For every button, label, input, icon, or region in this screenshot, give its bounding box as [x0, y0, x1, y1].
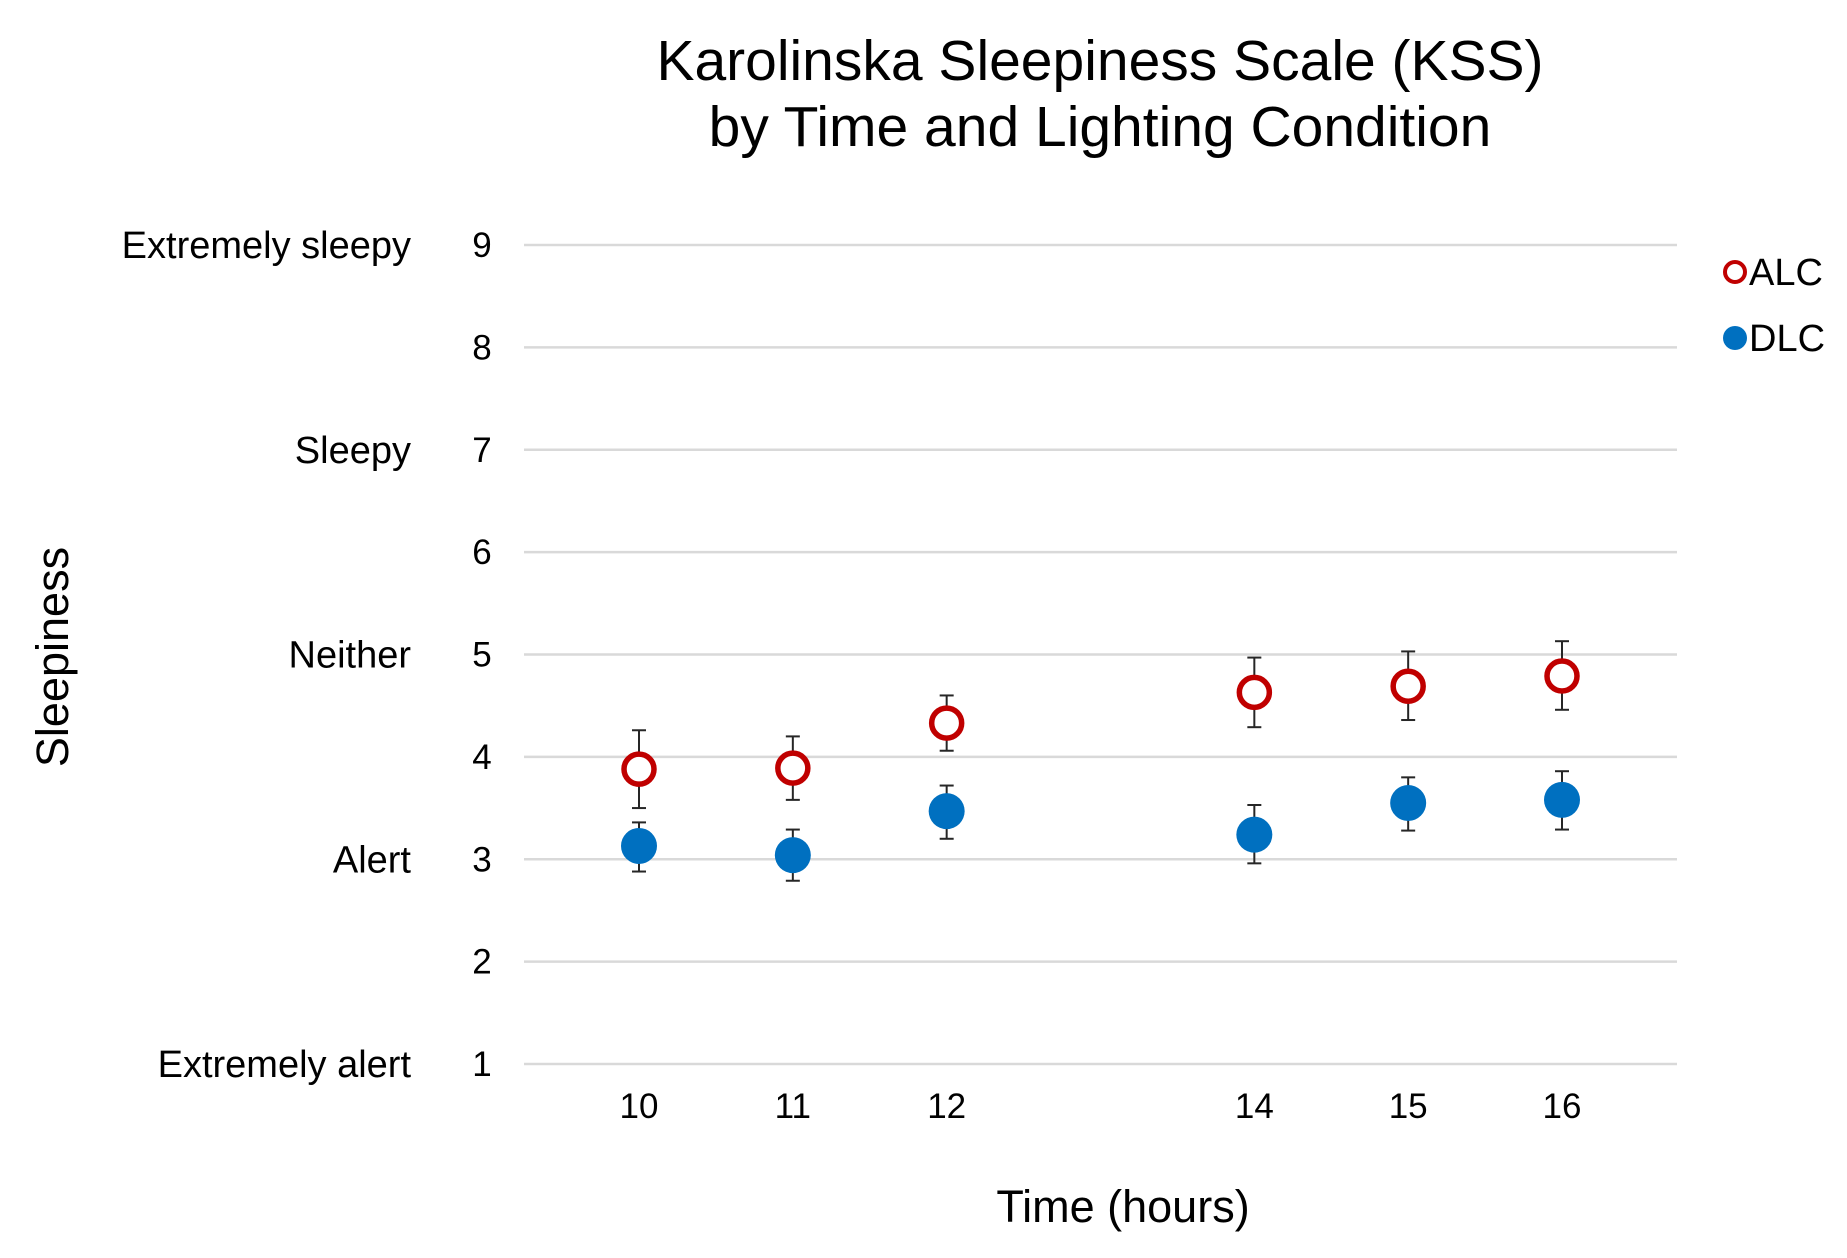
y-tick-label-1: 1	[472, 1045, 491, 1084]
legend-item-dlc: DLC	[1723, 318, 1825, 360]
gridlines	[524, 243, 1677, 1066]
data-series	[621, 640, 1580, 882]
alc-point-15	[1390, 668, 1426, 704]
x-axis-ticks: 10 11 12 14 15 16	[620, 1087, 1582, 1126]
y-tick-label-3: 3	[472, 840, 491, 879]
y-tick-label-6: 6	[472, 533, 491, 572]
legend-label-dlc: DLC	[1749, 318, 1825, 360]
legend-marker-dlc	[1723, 326, 1747, 350]
x-tick-label-10: 10	[620, 1087, 659, 1126]
alc-point-16	[1544, 658, 1580, 694]
legend-label-alc: ALC	[1749, 252, 1823, 294]
y-tick-label-5: 5	[472, 636, 491, 675]
chart-title-line-1: Karolinska Sleepiness Scale (KSS)	[656, 29, 1543, 93]
y-anchor-label-7: Sleepy	[295, 430, 411, 472]
x-axis-label: Time (hours)	[996, 1181, 1249, 1232]
x-tick-label-12: 12	[927, 1087, 966, 1126]
alc-point-14	[1236, 674, 1273, 711]
y-axis-ticks: 1 2 3 4 5 6 7 8 9	[472, 226, 491, 1084]
alc-point-10	[621, 751, 657, 787]
y-anchor-label-3: Alert	[333, 839, 412, 881]
chart-title: Karolinska Sleepiness Scale (KSS) by Tim…	[656, 29, 1543, 159]
y-axis-label: Sleepiness	[27, 547, 78, 767]
y-anchor-label-9: Extremely sleepy	[122, 225, 411, 267]
alc-point-11	[775, 750, 811, 786]
y-tick-label-9: 9	[472, 226, 491, 265]
legend: ALC DLC	[1723, 252, 1825, 360]
y-tick-label-2: 2	[472, 943, 491, 982]
y-tick-label-8: 8	[472, 328, 491, 367]
series-dlc	[621, 770, 1580, 882]
series-alc	[621, 640, 1580, 810]
y-tick-label-7: 7	[472, 431, 491, 470]
x-tick-label-15: 15	[1389, 1087, 1428, 1126]
legend-marker-alc	[1723, 260, 1747, 284]
x-tick-label-14: 14	[1235, 1087, 1274, 1126]
x-tick-label-11: 11	[775, 1087, 811, 1126]
dlc-point-11	[774, 837, 811, 874]
y-tick-label-4: 4	[472, 738, 491, 777]
chart-title-line-2: by Time and Lighting Condition	[709, 95, 1492, 159]
y-anchor-label-5: Neither	[289, 635, 412, 677]
dlc-point-12	[928, 793, 965, 830]
dlc-point-14	[1236, 816, 1273, 853]
alc-point-12	[928, 705, 965, 741]
y-anchor-label-1: Extremely alert	[158, 1044, 412, 1086]
y-axis-anchor-labels: Extremely sleepy Sleepy Neither Alert Extrem…	[122, 225, 412, 1086]
x-tick-label-16: 16	[1543, 1087, 1582, 1126]
dlc-point-10	[621, 827, 657, 864]
dlc-point-15	[1390, 784, 1427, 821]
legend-item-alc: ALC	[1723, 252, 1823, 294]
dlc-point-16	[1544, 781, 1580, 818]
